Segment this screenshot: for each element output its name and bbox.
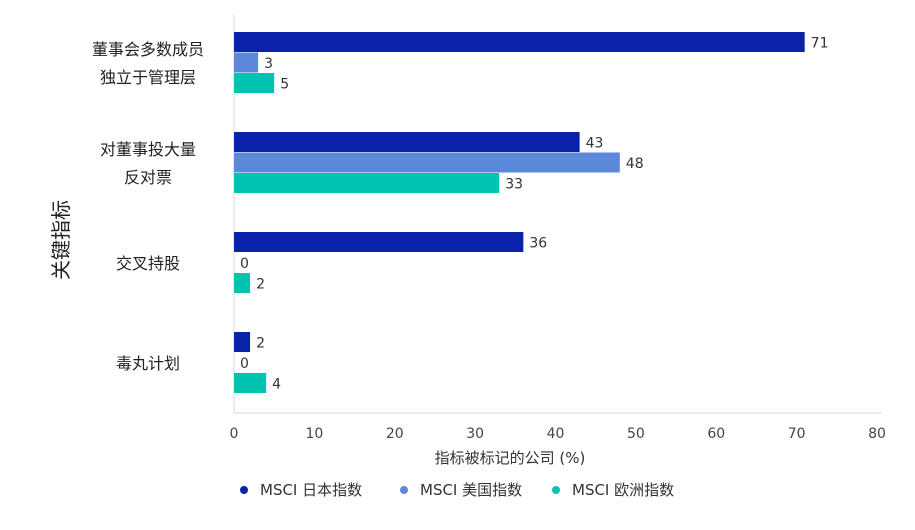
bar [234,273,251,293]
data-label: 4 [272,376,281,392]
bar [234,332,251,352]
x-tick-label: 50 [627,426,645,442]
bar [234,52,259,73]
legend-label: MSCI 美国指数 [420,481,522,499]
data-label: 48 [626,156,644,172]
x-tick-label: 10 [305,426,323,442]
category-label: 对董事投大量 [100,140,196,159]
x-tick-label: 20 [386,426,404,442]
data-label: 43 [586,135,604,151]
x-tick-label: 60 [707,426,725,442]
data-label: 3 [264,56,273,72]
category-label: 交叉持股 [116,254,180,273]
x-axis-title: 指标被标记的公司 (%) [435,449,586,467]
data-label: 5 [280,76,289,92]
x-tick-label: 30 [466,426,484,442]
bar [234,132,580,152]
legend-marker [240,486,248,494]
data-label: 33 [505,176,523,192]
x-tick-label: 80 [868,426,886,442]
category-label: 董事会多数成员 [92,40,204,59]
bar [234,32,805,52]
data-label: 36 [529,235,547,251]
legend-label: MSCI 日本指数 [260,481,362,499]
legend-marker [552,486,560,494]
x-tick-label: 40 [547,426,565,442]
category-label: 独立于管理层 [100,68,196,87]
legend-label: MSCI 欧洲指数 [572,481,674,499]
bar [234,373,267,393]
data-label: 2 [256,335,265,351]
bar [234,152,620,173]
category-label: 毒丸计划 [116,354,180,373]
x-tick-label: 70 [788,426,806,442]
data-label: 0 [240,256,249,272]
data-label: 0 [240,356,249,372]
legend-marker [400,486,408,494]
x-tick-label: 0 [230,426,239,442]
bar [234,173,500,193]
bar [234,232,524,252]
y-axis-title: 关键指标 [49,200,73,280]
data-label: 71 [811,35,829,51]
bar [234,73,275,93]
data-label: 2 [256,276,265,292]
category-label: 反对票 [124,168,172,187]
